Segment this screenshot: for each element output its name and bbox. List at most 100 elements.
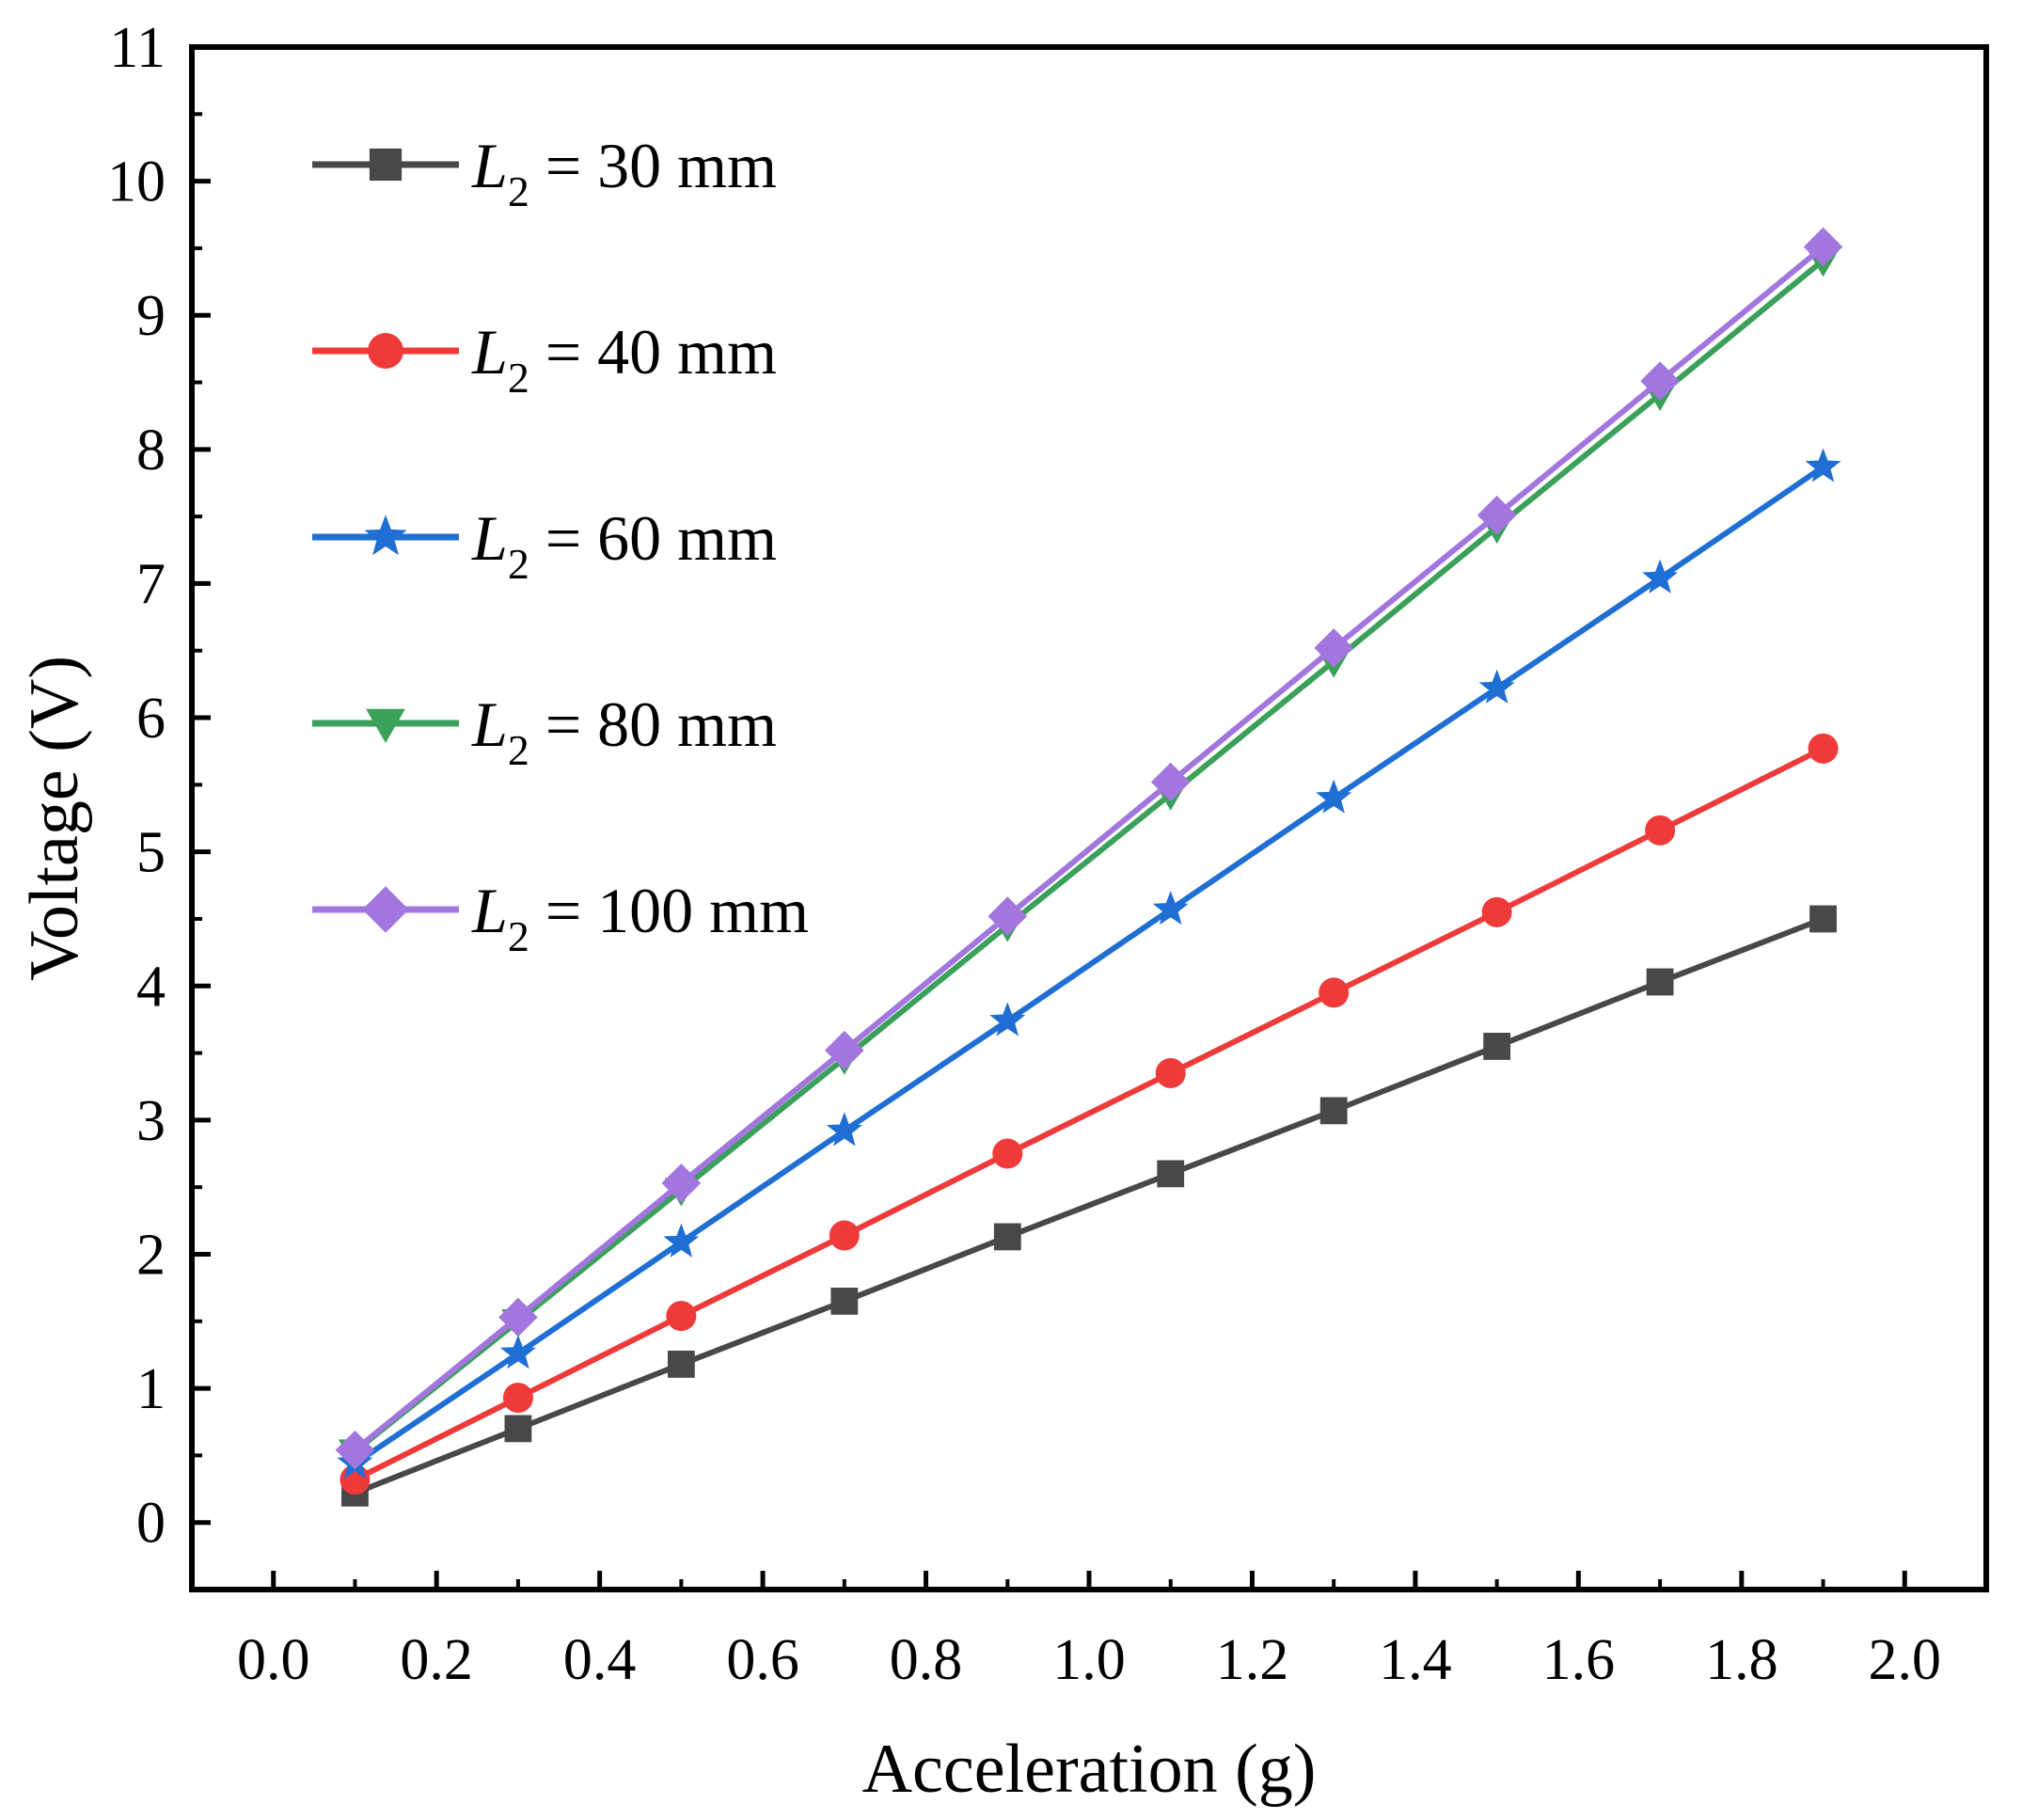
legend-marker <box>362 886 409 933</box>
data-point <box>667 1351 695 1378</box>
y-axis-title: Voltage (V) <box>16 656 93 981</box>
legend-marker <box>369 148 403 182</box>
data-point <box>504 1415 532 1443</box>
legend-item-4: L2 = 100 mm <box>312 875 809 960</box>
legend-label: L2 = 100 mm <box>471 875 809 960</box>
data-point <box>987 896 1028 936</box>
data-point <box>1805 448 1841 483</box>
data-point <box>992 1138 1023 1169</box>
data-point <box>335 1430 375 1470</box>
series-line <box>353 245 1825 1453</box>
x-axis-title: Acceleration (g) <box>862 1731 1317 1808</box>
legend-label-rest: = 60 mm <box>529 502 777 574</box>
x-tick-label: 0.8 <box>890 1628 963 1692</box>
data-point <box>1481 896 1512 927</box>
legend-item-2: L2 = 60 mm <box>312 502 777 588</box>
y-tick-label: 0 <box>136 1492 166 1556</box>
legend-label-var: L <box>471 502 508 574</box>
plot-frame <box>189 44 1989 1592</box>
data-point <box>1319 977 1350 1008</box>
legend-marker <box>366 708 405 743</box>
y-tick-label: 10 <box>107 150 166 214</box>
data-point <box>989 1002 1026 1037</box>
legend-label: L2 = 60 mm <box>471 502 777 588</box>
y-tick-label: 1 <box>136 1357 166 1421</box>
legend-label-sub: 2 <box>508 912 529 960</box>
x-tick-label: 1.0 <box>1052 1628 1126 1692</box>
legend-label-sub: 2 <box>508 354 529 402</box>
data-point <box>663 1223 700 1258</box>
legend-label: L2 = 30 mm <box>471 130 777 215</box>
data-point <box>502 1383 533 1414</box>
y-tick-label: 11 <box>109 16 166 80</box>
y-tick-label: 3 <box>136 1089 166 1153</box>
data-point <box>1314 628 1353 668</box>
series-1 <box>340 733 1839 1496</box>
data-point <box>661 1163 702 1203</box>
series-2 <box>337 448 1841 1480</box>
legend-item-0: L2 = 30 mm <box>312 130 777 215</box>
series-line <box>353 464 1825 1466</box>
legend-label-rest: = 30 mm <box>529 130 777 201</box>
x-tick-label: 2.0 <box>1869 1628 1942 1692</box>
series-line <box>354 746 1825 1482</box>
legend-label: L2 = 40 mm <box>471 316 777 402</box>
series-4 <box>335 227 1843 1470</box>
legend-label-sub: 2 <box>508 726 529 774</box>
data-point <box>1157 1160 1185 1188</box>
data-point <box>1640 361 1680 401</box>
x-tick-label: 1.4 <box>1379 1628 1452 1692</box>
x-tick-label: 0.6 <box>726 1628 799 1692</box>
legend-label-var: L <box>471 688 508 760</box>
data-point <box>830 1287 859 1315</box>
x-tick-label: 0.0 <box>237 1628 310 1692</box>
data-point <box>1155 1057 1186 1088</box>
data-point <box>829 1220 860 1251</box>
x-tick-label: 1.2 <box>1216 1628 1289 1692</box>
data-point <box>1645 815 1676 846</box>
series-3 <box>338 247 1840 1468</box>
legend-label-rest: = 40 mm <box>529 316 777 388</box>
legend-label-var: L <box>471 316 508 388</box>
legend-label-sub: 2 <box>508 167 529 215</box>
legend-marker <box>368 333 403 369</box>
data-point <box>1642 559 1679 593</box>
data-point <box>1803 227 1843 267</box>
y-tick-label: 5 <box>136 821 166 885</box>
data-point <box>666 1301 697 1332</box>
y-axis-ticks: 0 1 2 3 4 5 6 7 8 9 10 11 <box>107 16 211 1556</box>
data-point <box>993 1223 1021 1251</box>
data-point <box>825 1030 864 1070</box>
series-0 <box>341 905 1837 1507</box>
data-point <box>1483 1033 1511 1060</box>
y-tick-label: 2 <box>136 1223 166 1287</box>
x-tick-label: 0.4 <box>563 1628 637 1692</box>
plot-series <box>335 227 1843 1507</box>
legend-label-var: L <box>471 130 508 201</box>
x-axis-ticks: 0.0 0.2 0.4 0.6 0.8 1.0 1.2 1.4 1.6 1.8 2.0 <box>237 1571 1941 1692</box>
series-line <box>354 916 1825 1496</box>
y-tick-label: 7 <box>136 552 166 616</box>
series-line <box>353 258 1825 1454</box>
y-tick-label: 6 <box>136 687 166 751</box>
data-point <box>1316 779 1352 814</box>
legend-label-var: L <box>471 875 508 946</box>
legend-label-sub: 2 <box>508 540 529 588</box>
x-tick-label: 0.2 <box>400 1628 473 1692</box>
y-tick-label: 8 <box>136 419 166 483</box>
y-tick-label: 4 <box>136 955 166 1019</box>
data-point <box>1808 733 1839 764</box>
legend-marker <box>364 514 407 556</box>
data-point <box>498 1297 538 1337</box>
data-point <box>1477 495 1517 535</box>
data-point <box>1150 762 1191 802</box>
x-tick-label: 1.6 <box>1542 1628 1616 1692</box>
data-point <box>1646 968 1674 996</box>
legend-label: L2 = 80 mm <box>471 688 777 774</box>
x-tick-label: 1.8 <box>1705 1628 1778 1692</box>
y-tick-label: 9 <box>136 284 166 348</box>
data-point <box>1152 890 1189 926</box>
data-point <box>1478 669 1515 704</box>
